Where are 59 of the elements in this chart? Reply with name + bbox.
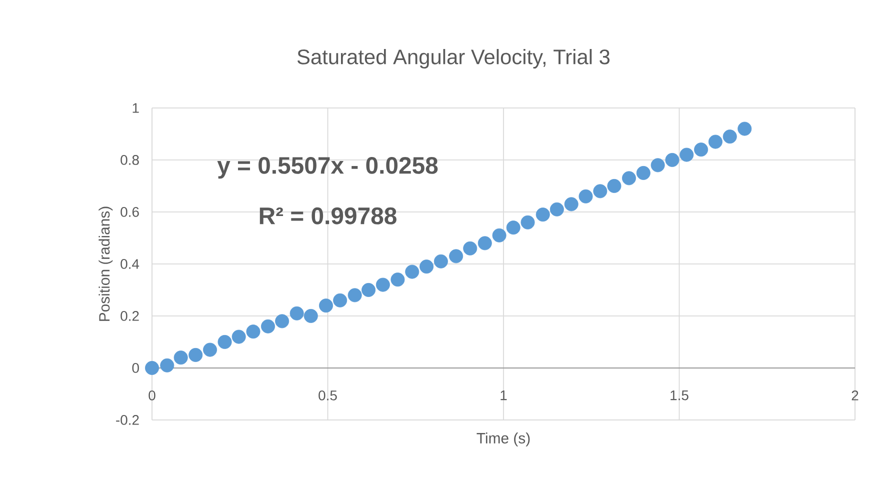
y-tick-label: 0.8 [120, 155, 139, 165]
point [708, 134, 722, 149]
point [405, 264, 420, 279]
annotation: R² = 0.99788 [260, 207, 396, 224]
y-tick-label: 0.2 [120, 311, 139, 321]
x-tick-label: 1.5 [670, 390, 688, 400]
point [492, 228, 506, 242]
point [160, 358, 174, 372]
point [680, 148, 694, 162]
y-tick-label: -0.2 [116, 415, 139, 425]
point [145, 360, 160, 375]
point [463, 241, 478, 256]
point [261, 319, 276, 334]
point [520, 215, 535, 230]
x-tick-label: 0 [148, 390, 156, 400]
point [478, 236, 492, 250]
annotation: y = 0.5507x - 0.0258 [217, 156, 438, 179]
y-tick-label: 1 [132, 103, 139, 113]
point [420, 260, 434, 274]
point [738, 122, 752, 136]
point [449, 249, 464, 264]
point [550, 202, 564, 216]
point [665, 152, 680, 167]
chart-title: Saturated Angular Velocity, Trial 3 [297, 48, 610, 68]
point [694, 142, 708, 157]
point [218, 334, 232, 349]
point [319, 298, 334, 313]
point [636, 166, 650, 180]
point [304, 308, 318, 323]
point [578, 189, 593, 204]
point [290, 306, 304, 320]
point [348, 288, 362, 302]
point [622, 171, 636, 186]
y-tick-label: 0.4 [120, 259, 140, 269]
x-tick-label: 0.5 [318, 390, 337, 400]
point [607, 178, 622, 193]
point [650, 158, 665, 172]
point [275, 314, 290, 328]
point [203, 342, 218, 357]
point [333, 293, 348, 308]
y-tick-label: 0 [132, 363, 139, 373]
point [362, 282, 376, 297]
y-axis-title: Position (radians) [98, 206, 113, 321]
y-tick-label: 0.6 [120, 207, 139, 217]
x-tick-label: 1 [500, 390, 507, 400]
point [188, 348, 203, 362]
point [390, 272, 405, 287]
point [246, 324, 260, 339]
point [376, 278, 390, 292]
point [174, 350, 188, 365]
x-axis-title: Time (s) [476, 432, 530, 446]
point [593, 184, 608, 198]
point [506, 220, 520, 235]
point [434, 254, 448, 268]
point [536, 208, 550, 222]
x-tick-label: 2 [852, 390, 858, 400]
point [722, 130, 737, 144]
point [564, 197, 578, 212]
point [232, 330, 246, 344]
